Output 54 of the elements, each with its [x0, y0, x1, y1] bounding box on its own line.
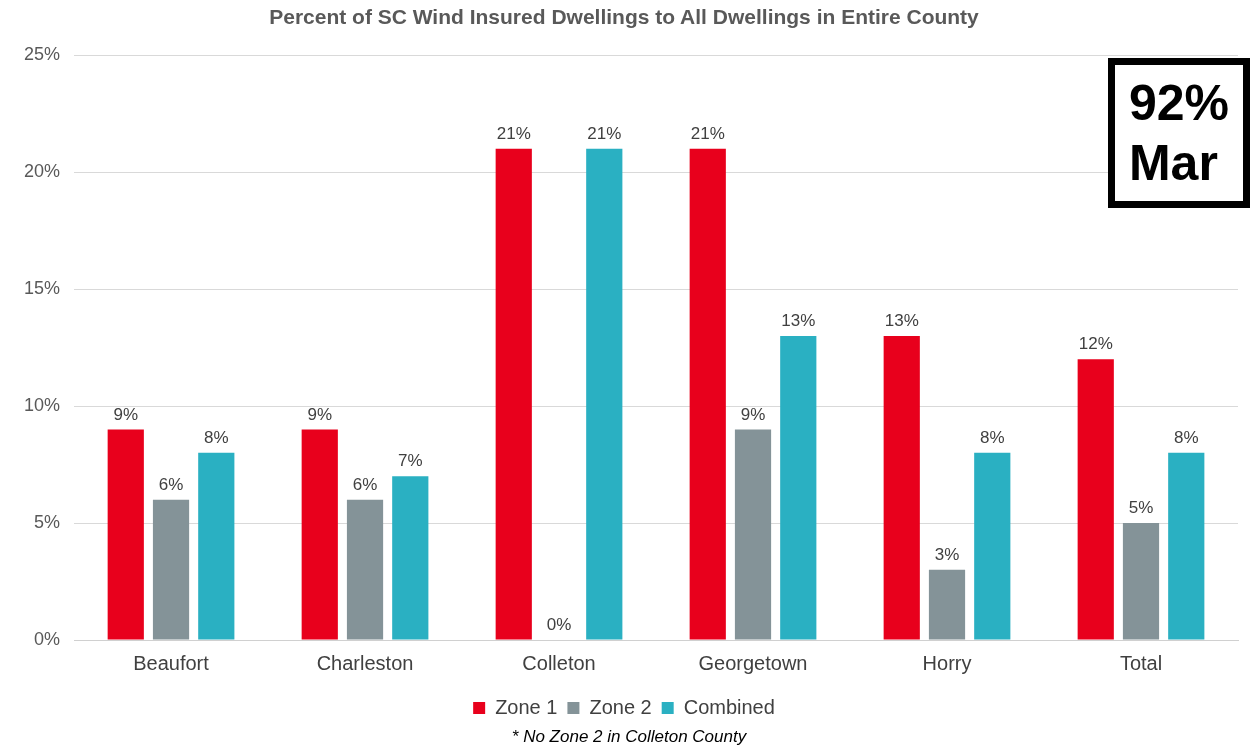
data-label: 12% [1078, 334, 1113, 354]
data-label: 6% [158, 474, 184, 494]
bar [392, 476, 429, 640]
x-tick-label: Georgetown [698, 651, 808, 674]
bar [883, 335, 920, 640]
bar [495, 148, 532, 640]
data-label: 7% [398, 451, 423, 471]
bar [689, 148, 726, 640]
bar [1122, 523, 1160, 640]
y-tick-label: 15% [24, 278, 61, 299]
data-label: 9% [740, 404, 766, 424]
x-tick-label: Colleton [522, 651, 596, 674]
legend-label: Combined [683, 695, 775, 718]
data-label: 5% [1128, 498, 1154, 518]
bar [346, 499, 384, 640]
x-tick-label: Total [1119, 651, 1163, 674]
data-label: 0% [546, 615, 572, 635]
data-label: 6% [352, 474, 378, 494]
data-label: 21% [587, 123, 622, 143]
data-label: 21% [690, 123, 725, 143]
annotation: 92% [1128, 74, 1229, 133]
x-tick-label: Horry [922, 651, 972, 674]
bar [780, 335, 817, 640]
bar [301, 429, 338, 640]
x-tick-label: Beaufort [133, 651, 210, 674]
bar [734, 429, 772, 640]
y-tick-label: 20% [24, 161, 61, 182]
bar [152, 499, 190, 640]
text: * No Zone 2 in Colleton County [510, 727, 748, 747]
legend-label: Zone 1 [495, 695, 558, 718]
data-label: 3% [934, 545, 960, 565]
data-label: 13% [884, 311, 919, 331]
data-label: 9% [113, 404, 139, 424]
bar [928, 569, 966, 640]
legend-label: Zone 2 [589, 695, 652, 718]
y-tick-label: 5% [34, 512, 61, 533]
chart-title: Percent of SC Wind Insured Dwellings to All Dwellings in Entire County [269, 5, 980, 29]
y-tick-label: 10% [24, 395, 61, 416]
bar [198, 452, 235, 640]
data-label: 13% [781, 311, 816, 331]
bar [1168, 452, 1205, 640]
y-tick-label: 0% [34, 628, 61, 649]
data-label: 8% [204, 428, 229, 448]
data-label: 8% [979, 428, 1005, 448]
bar [107, 429, 144, 640]
x-tick-label: Charleston [316, 651, 414, 674]
data-label: 21% [496, 123, 531, 143]
bar [1077, 359, 1114, 640]
data-label: 8% [1173, 428, 1199, 448]
data-label: 9% [307, 404, 333, 424]
bar [974, 452, 1011, 640]
bar [586, 148, 623, 640]
y-tick-label: 25% [24, 44, 61, 65]
annotation: Mar [1128, 134, 1219, 193]
